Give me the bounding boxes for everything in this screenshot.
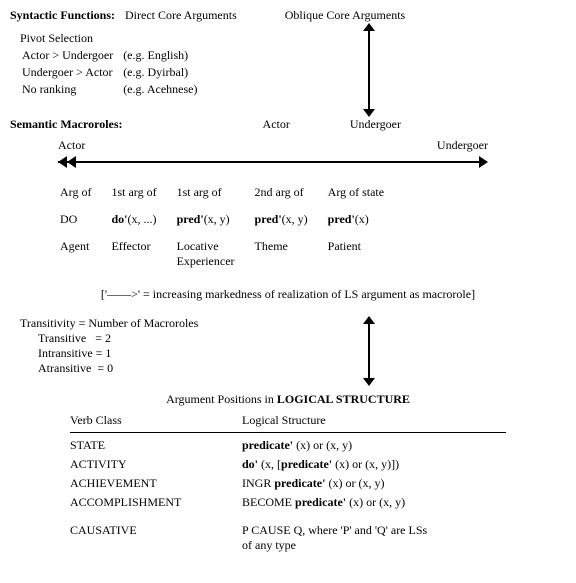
arg-col-head: Arg of [60,185,109,210]
arg-role: Theme [255,239,326,279]
logical-structure-cell: do' (x, [predicate' (x) or (x, y)]) [242,456,506,473]
arg-col-sub: pred'(x) [328,212,402,237]
hierarchy-caption: ['——>' = increasing markedness of realiz… [10,287,566,302]
table-row: Verb Class Logical Structure [70,413,506,430]
logical-structure-cell: BECOME predicate' (x) or (x, y) [242,494,506,511]
logical-structure-cell: INGR predicate' (x) or (x, y) [242,475,506,492]
table-row: Arg of 1st arg of 1st arg of 2nd arg of … [60,185,402,210]
hierarchy-block: Actor Undergoer [58,138,566,169]
verb-class: CAUSATIVE [70,513,240,554]
ls-col-header: Verb Class [70,413,240,430]
pivot-example: (e.g. Acehnese) [123,82,205,97]
semantic-macroroles-label: Semantic Macroroles: [10,117,123,132]
verb-class: STATE [70,437,240,454]
pivot-rank: Undergoer > Actor [22,65,121,80]
arg-role: Effector [111,239,174,279]
double-arrow-icon [360,23,378,117]
verb-class: ACTIVITY [70,456,240,473]
arg-col-sub: DO [60,212,109,237]
table-row: Agent Effector Locative Experiencer Them… [60,239,402,279]
transitivity-text: Transitivity = Number of Macroroles Tran… [20,316,320,386]
hierarchy-right: Undergoer [437,138,488,153]
hierarchy-labels: Actor Undergoer [58,138,488,153]
pivot-rank: Actor > Undergoer [22,48,121,63]
pivot-rank: No ranking [22,82,121,97]
table-row: ACCOMPLISHMENT BECOME predicate' (x) or … [70,494,506,511]
hierarchy-arrow-icon [58,155,488,169]
double-arrow-icon [360,316,378,386]
pivot-row: No ranking (e.g. Acehnese) [22,82,205,97]
oblique-core-args: Oblique Core Arguments [285,8,405,23]
syntactic-functions-label: Syntactic Functions: [10,8,115,23]
table-row: STATE predicate' (x) or (x, y) [70,437,506,454]
logical-structure-cell: predicate' (x) or (x, y) [242,437,506,454]
arg-col-head: Arg of state [328,185,402,210]
transitivity-heading: Transitivity = Number of Macroroles [20,316,320,331]
arg-col-sub: do'(x, ...) [111,212,174,237]
logical-structure-table: Verb Class Logical Structure STATE predi… [68,411,508,556]
transitivity-row: Intransitive = 1 [38,346,320,361]
arg-col-sub: pred'(x, y) [255,212,326,237]
arg-col-head: 1st arg of [177,185,253,210]
arg-role: Patient [328,239,402,279]
arg-role: Agent [60,239,109,279]
table-rule [70,432,506,435]
pivot-and-arrow-row: Pivot Selection Actor > Undergoer (e.g. … [10,23,566,117]
table-row: DO do'(x, ...) pred'(x, y) pred'(x, y) p… [60,212,402,237]
pivot-table: Actor > Undergoer (e.g. English) Undergo… [20,46,207,99]
verb-class: ACCOMPLISHMENT [70,494,240,511]
logical-structure-cell: P CAUSE Q, where 'P' and 'Q' are LSs of … [242,513,506,554]
table-row: ACHIEVEMENT INGR predicate' (x) or (x, y… [70,475,506,492]
table-row: ACTIVITY do' (x, [predicate' (x) or (x, … [70,456,506,473]
pivot-row: Actor > Undergoer (e.g. English) [22,48,205,63]
semantic-macroroles-row: Semantic Macroroles: Actor Undergoer [10,117,566,132]
syntactic-functions-row: Syntactic Functions: Direct Core Argumen… [10,8,566,23]
pivot-row: Undergoer > Actor (e.g. Dyirbal) [22,65,205,80]
pivot-title: Pivot Selection [20,31,300,46]
pivot-selection-block: Pivot Selection Actor > Undergoer (e.g. … [20,31,300,107]
arg-col-head: 1st arg of [111,185,174,210]
pivot-example: (e.g. English) [123,48,205,63]
table-row: CAUSATIVE P CAUSE Q, where 'P' and 'Q' a… [70,513,506,554]
direct-core-args: Direct Core Arguments [125,8,237,23]
verb-class: ACHIEVEMENT [70,475,240,492]
hierarchy-left: Actor [58,138,85,153]
macrorole-undergoer: Undergoer [350,117,401,132]
arg-role: Locative Experiencer [177,239,253,279]
logical-structure-title: Argument Positions in LOGICAL STRUCTURE [10,392,566,407]
argument-hierarchy-table: Arg of 1st arg of 1st arg of 2nd arg of … [58,183,404,281]
transitivity-row: Transitive = 2 [38,331,320,346]
pivot-example: (e.g. Dyirbal) [123,65,205,80]
macrorole-actor: Actor [263,117,290,132]
ls-col-header: Logical Structure [242,413,506,430]
transitivity-row: Atransitive = 0 [38,361,320,376]
transitivity-block: Transitivity = Number of Macroroles Tran… [10,316,566,386]
arg-col-sub: pred'(x, y) [177,212,253,237]
arg-col-head: 2nd arg of [255,185,326,210]
